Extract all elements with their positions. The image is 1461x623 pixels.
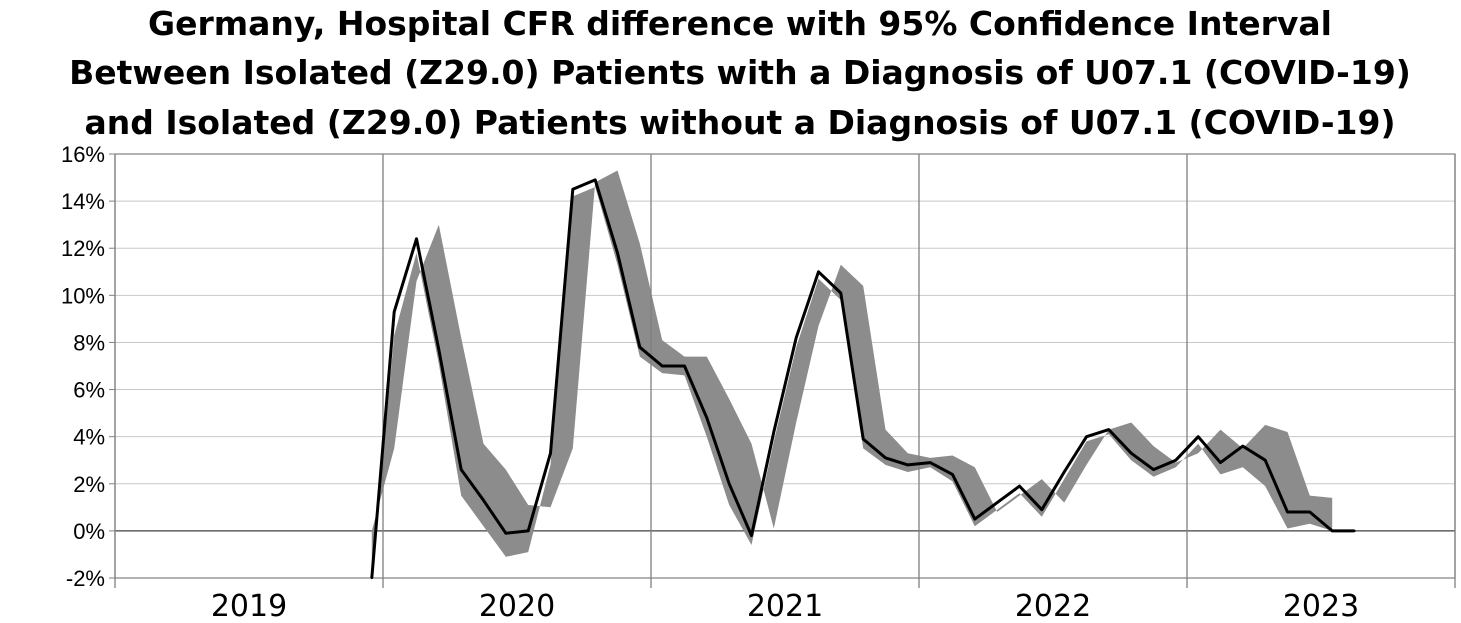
y-tick-label: 2% — [73, 472, 105, 497]
chart-title-line-1: Germany, Hospital CFR difference with 95… — [148, 4, 1332, 43]
data-point — [1085, 435, 1088, 438]
data-point — [1018, 484, 1021, 488]
data-point — [593, 178, 597, 182]
data-point — [1107, 428, 1111, 431]
data-point — [794, 336, 798, 339]
data-point — [1263, 459, 1267, 462]
data-point — [370, 576, 374, 580]
y-tick-label: 16% — [61, 142, 105, 167]
data-point — [1152, 468, 1155, 471]
data-point — [616, 251, 619, 255]
chart-title: Germany, Hospital CFR difference with 95… — [69, 4, 1411, 142]
data-point — [1040, 508, 1044, 511]
y-tick-label: 4% — [73, 425, 105, 450]
plot-frame — [114, 153, 1456, 579]
confidence-band-layer — [371, 170, 1333, 578]
y-tick-label: 12% — [61, 236, 105, 261]
y-tick-label: 8% — [73, 330, 105, 355]
data-point — [1196, 435, 1200, 438]
data-point — [727, 482, 731, 485]
x-axis-category-labels: 2019 2020 2021 2022 2023 — [211, 589, 1359, 623]
data-point — [817, 270, 820, 273]
data-point — [995, 501, 999, 504]
axes — [109, 153, 1456, 588]
x-category-label: 2021 — [747, 589, 823, 623]
series-line-layer — [370, 178, 1356, 580]
data-point — [392, 310, 396, 314]
data-point — [638, 345, 642, 349]
y-tick-label: 14% — [61, 189, 105, 214]
data-point — [839, 291, 843, 295]
data-point — [437, 348, 441, 351]
x-category-label: 2020 — [479, 589, 555, 623]
x-category-label: 2019 — [211, 589, 287, 623]
data-point — [1330, 529, 1334, 533]
y-tick-label: 0% — [73, 519, 105, 544]
data-point — [951, 473, 954, 476]
data-point — [861, 437, 865, 441]
data-point — [1286, 510, 1289, 514]
data-point — [415, 237, 418, 240]
data-point — [750, 534, 753, 537]
data-point — [571, 188, 575, 191]
data-point — [973, 517, 977, 521]
data-point — [1219, 461, 1222, 464]
data-point — [482, 499, 485, 502]
data-point — [705, 416, 709, 420]
x-category-label: 2023 — [1283, 589, 1359, 623]
data-point — [459, 468, 463, 471]
chart-title-line-2: Between Isolated (Z29.0) Patients with a… — [69, 53, 1411, 92]
y-axis-tick-labels: 16% 14% 12% 10% 8% 6% 4% 2% 0% -2% — [61, 142, 105, 591]
data-point — [1308, 510, 1312, 514]
y-tick-label: -2% — [66, 566, 105, 591]
data-point — [906, 463, 910, 467]
data-point — [504, 532, 508, 535]
data-point — [772, 430, 776, 434]
data-point — [683, 364, 686, 368]
data-point — [1129, 451, 1133, 455]
grid-lines — [115, 153, 1455, 579]
data-point — [928, 461, 932, 464]
data-point — [526, 529, 530, 533]
y-tick-label: 10% — [61, 283, 105, 308]
data-point — [1353, 529, 1356, 533]
data-point — [1174, 459, 1178, 462]
x-category-label: 2022 — [1015, 589, 1091, 623]
y-tick-label: 6% — [73, 378, 105, 403]
confidence-interval-band — [371, 170, 1333, 578]
data-point — [1062, 470, 1066, 474]
data-point — [1241, 444, 1245, 448]
data-point — [884, 456, 887, 460]
data-point — [549, 451, 552, 455]
data-point — [660, 364, 664, 368]
chart-title-line-3: and Isolated (Z29.0) Patients without a … — [84, 103, 1395, 142]
